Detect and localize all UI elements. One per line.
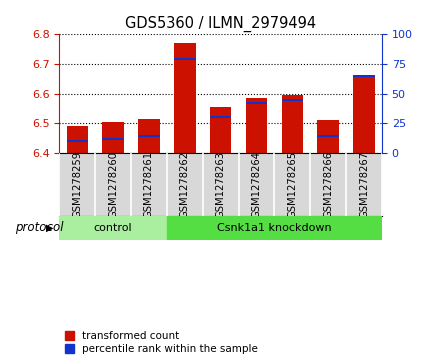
Text: GSM1278263: GSM1278263 xyxy=(216,151,226,218)
Bar xyxy=(210,116,231,118)
Bar xyxy=(66,140,88,142)
Text: protocol: protocol xyxy=(15,221,64,234)
Text: GSM1278267: GSM1278267 xyxy=(359,151,369,218)
Bar xyxy=(66,126,88,153)
Bar xyxy=(246,102,267,104)
Bar xyxy=(282,95,303,153)
Bar xyxy=(174,58,195,60)
Legend: transformed count, percentile rank within the sample: transformed count, percentile rank withi… xyxy=(65,331,258,354)
Bar xyxy=(167,216,382,240)
Bar xyxy=(353,77,375,153)
Text: GSM1278259: GSM1278259 xyxy=(72,151,82,218)
Text: GSM1278265: GSM1278265 xyxy=(287,151,297,218)
Text: GSM1278260: GSM1278260 xyxy=(108,151,118,218)
Text: GSM1278262: GSM1278262 xyxy=(180,151,190,218)
Bar xyxy=(246,98,267,153)
Bar xyxy=(138,135,160,137)
Text: Csnk1a1 knockdown: Csnk1a1 knockdown xyxy=(217,223,332,233)
Bar xyxy=(103,122,124,153)
Text: GSM1278261: GSM1278261 xyxy=(144,151,154,218)
Bar xyxy=(103,138,124,140)
Bar xyxy=(138,119,160,153)
Title: GDS5360 / ILMN_2979494: GDS5360 / ILMN_2979494 xyxy=(125,16,316,32)
Bar xyxy=(174,43,195,153)
Bar xyxy=(353,75,375,77)
Bar xyxy=(317,120,339,153)
Bar xyxy=(282,98,303,101)
Bar xyxy=(210,107,231,153)
Text: GSM1278266: GSM1278266 xyxy=(323,151,333,218)
Text: control: control xyxy=(94,223,132,233)
Bar xyxy=(59,216,167,240)
Bar xyxy=(317,135,339,137)
Text: ▶: ▶ xyxy=(46,223,54,233)
Text: GSM1278264: GSM1278264 xyxy=(252,151,261,218)
